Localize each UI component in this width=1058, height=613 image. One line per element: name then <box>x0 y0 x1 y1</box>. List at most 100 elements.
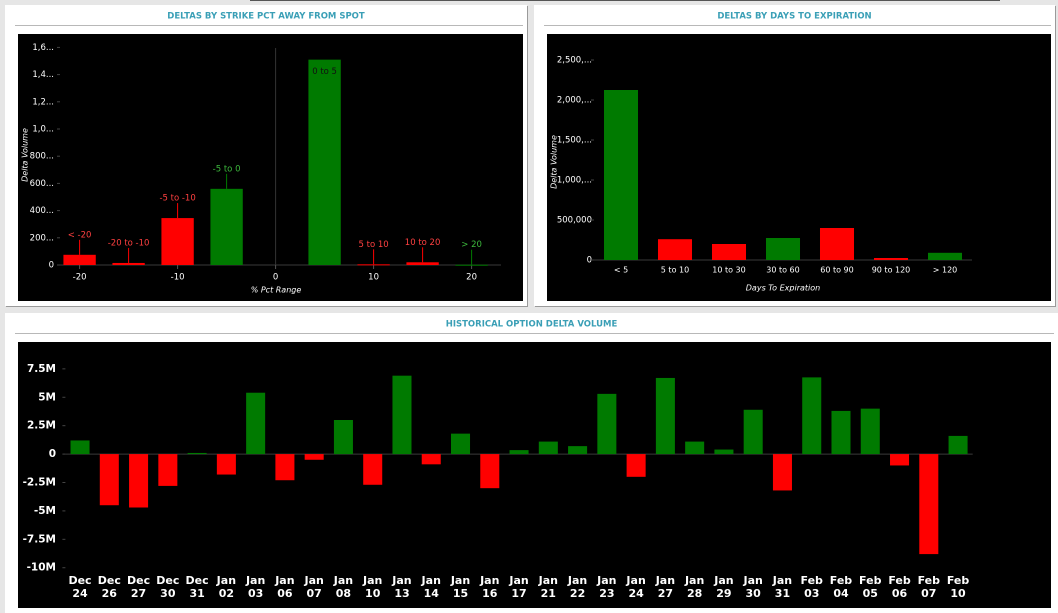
y-tick-label: 1,0... <box>32 125 54 135</box>
x-tick-label: Dec 30 <box>156 574 180 600</box>
data-label: -5 to 0 <box>213 164 241 174</box>
bar <box>99 454 119 506</box>
x-axis-label: % Pct Range <box>251 286 302 295</box>
y-axis-label: Delta Volume <box>21 128 30 182</box>
bar <box>772 454 792 491</box>
x-tick-label: 10 <box>368 273 379 283</box>
y-tick-label: 0 <box>587 256 592 266</box>
x-tick-label: Jan 03 <box>245 574 266 600</box>
x-tick-label: Jan 06 <box>275 574 295 600</box>
y-tick-label: 2,000,... <box>557 96 592 106</box>
bar <box>802 377 822 455</box>
y-tick-label: 1,500,... <box>557 136 592 146</box>
x-tick-label: < 5 <box>614 266 628 275</box>
x-tick-label: Jan 13 <box>392 574 412 600</box>
bar <box>765 238 801 260</box>
x-tick-label: Jan 30 <box>743 574 763 600</box>
x-tick-label: Jan 28 <box>684 574 705 600</box>
data-label: < -20 <box>68 230 92 240</box>
bar <box>112 262 145 265</box>
bar <box>603 90 639 260</box>
y-tick-label: 0 <box>49 261 54 271</box>
y-tick-label: 200... <box>30 233 54 243</box>
x-tick-label: 0 <box>273 273 278 283</box>
x-tick-label: Jan 02 <box>216 574 237 600</box>
y-tick-label: 400... <box>30 206 54 216</box>
bar <box>63 254 96 265</box>
y-tick-label: 1,2... <box>32 97 54 107</box>
x-tick-label: Jan 24 <box>626 574 646 600</box>
bar <box>246 392 266 455</box>
y-tick-label: 800... <box>30 152 54 162</box>
bar <box>538 441 558 455</box>
x-tick-label: Feb 03 <box>800 574 823 600</box>
data-label: > 20 <box>461 240 482 250</box>
data-label: 0 to 5 <box>312 67 337 77</box>
bar <box>363 454 383 485</box>
x-tick-label: Jan 27 <box>655 574 676 600</box>
panel-title: DELTAS BY STRIKE PCT AWAY FROM SPOT <box>167 12 365 22</box>
x-tick-label: Jan 07 <box>304 574 324 600</box>
x-tick-label: Jan 21 <box>538 574 558 600</box>
bar <box>357 264 390 266</box>
bar <box>451 433 471 455</box>
bar <box>216 454 236 475</box>
bar <box>70 440 90 455</box>
x-tick-label: Feb 07 <box>917 574 940 600</box>
y-tick-label: -2.5M <box>23 477 56 489</box>
x-tick-label: Dec 26 <box>97 574 121 600</box>
bar <box>743 409 763 455</box>
x-tick-label: 30 to 60 <box>766 266 799 275</box>
bar <box>831 410 851 455</box>
bar <box>890 454 910 466</box>
x-tick-label: Feb 04 <box>829 574 853 600</box>
bar <box>480 454 500 489</box>
panel-title: HISTORICAL OPTION DELTA VOLUME <box>446 320 618 330</box>
y-tick-label: 0 <box>49 448 56 460</box>
bar <box>333 420 353 455</box>
x-tick-label: -20 <box>73 273 87 283</box>
y-tick-label: -10M <box>27 562 56 574</box>
x-tick-label: Jan 08 <box>333 574 354 600</box>
bar <box>129 454 149 508</box>
bar <box>919 454 939 555</box>
bar <box>819 228 855 260</box>
x-tick-label: 10 to 30 <box>712 266 745 275</box>
x-tick-label: 60 to 90 <box>820 266 853 275</box>
plot-area <box>18 34 523 301</box>
x-tick-label: Jan 10 <box>363 574 383 600</box>
x-tick-label: Dec 31 <box>185 574 209 600</box>
y-tick-label: 600... <box>30 179 54 189</box>
y-tick-label: 1,000,... <box>557 176 592 186</box>
x-tick-label: -10 <box>171 273 185 283</box>
x-tick-label: Dec 24 <box>68 574 92 600</box>
bar <box>187 452 207 455</box>
bar <box>927 252 963 260</box>
data-label: -20 to -10 <box>108 238 150 248</box>
bar <box>509 450 529 455</box>
bar <box>568 446 588 455</box>
bar <box>210 188 243 265</box>
y-tick-label: 1,4... <box>32 70 54 80</box>
bar <box>714 449 734 455</box>
x-tick-label: Feb 06 <box>888 574 911 600</box>
bar <box>860 408 880 455</box>
x-tick-label: Jan 16 <box>480 574 500 600</box>
bar <box>275 454 295 481</box>
bar <box>948 435 968 455</box>
x-axis-label: Days To Expiration <box>746 284 820 293</box>
data-label: 5 to 10 <box>359 240 389 250</box>
y-tick-label: 1,6... <box>32 43 54 53</box>
y-tick-label: -7.5M <box>23 533 56 545</box>
y-tick-label: 500,000 <box>557 216 592 226</box>
bar <box>685 441 705 455</box>
bar <box>158 454 178 486</box>
y-tick-label: -5M <box>34 505 56 517</box>
x-tick-label: Jan 17 <box>509 574 529 600</box>
x-tick-label: Jan 31 <box>772 574 793 600</box>
x-tick-label: Feb 10 <box>946 574 970 600</box>
x-tick-label: Feb 05 <box>859 574 882 600</box>
x-tick-label: > 120 <box>933 266 958 275</box>
